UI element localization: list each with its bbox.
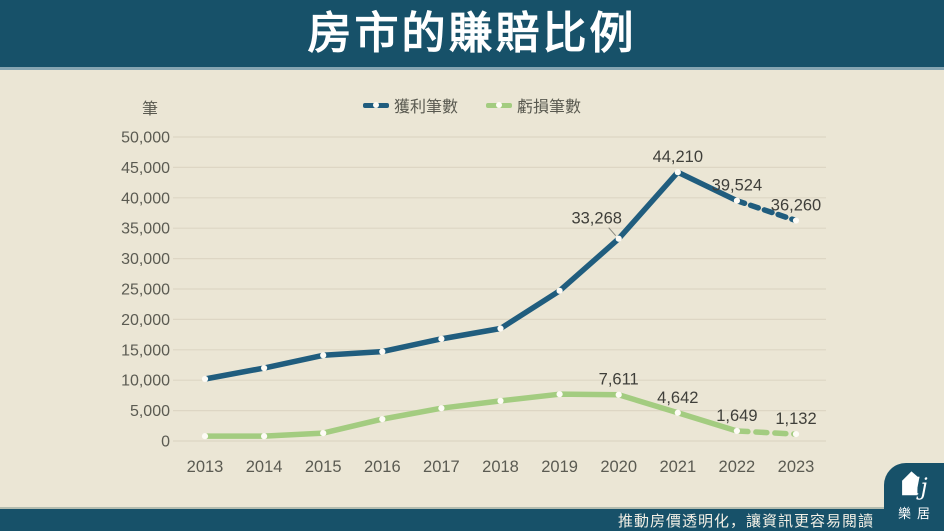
- marker-dot-icon: [496, 102, 502, 108]
- svg-text:45,000: 45,000: [121, 160, 170, 177]
- svg-text:2015: 2015: [305, 458, 342, 476]
- svg-text:10,000: 10,000: [121, 373, 170, 390]
- chart-legend: 獲利筆數 虧損筆數: [0, 93, 944, 117]
- svg-text:2023: 2023: [778, 458, 815, 476]
- svg-text:2017: 2017: [423, 458, 460, 476]
- svg-text:2022: 2022: [719, 458, 756, 476]
- svg-text:2016: 2016: [364, 458, 401, 476]
- svg-text:39,524: 39,524: [712, 177, 762, 195]
- legend-item-loss: 虧損筆數: [486, 93, 581, 117]
- footer-bar: 推動房價透明化，讓資訊更容易閱讀: [0, 507, 944, 531]
- y-axis-unit-label: 筆: [141, 101, 158, 118]
- leju-logo-icon: lj: [902, 471, 928, 500]
- svg-text:4,642: 4,642: [657, 389, 698, 407]
- profit-line-marker-icon: [362, 102, 389, 108]
- svg-text:44,210: 44,210: [653, 148, 703, 166]
- legend-item-profit: 獲利筆數: [362, 93, 458, 117]
- svg-text:lj: lj: [913, 474, 927, 500]
- svg-text:2014: 2014: [246, 458, 283, 476]
- loss-line-marker-icon: [486, 102, 512, 108]
- svg-text:30,000: 30,000: [121, 251, 170, 268]
- header-banner: 房市的賺賠比例: [0, 0, 944, 70]
- svg-text:1,649: 1,649: [716, 407, 757, 425]
- svg-text:40,000: 40,000: [121, 190, 170, 207]
- svg-text:50,000: 50,000: [121, 130, 170, 147]
- svg-text:2021: 2021: [659, 458, 696, 476]
- footer-tagline: 推動房價透明化，讓資訊更容易閱讀: [617, 512, 874, 530]
- legend-label-profit: 獲利筆數: [393, 99, 458, 116]
- svg-text:7,611: 7,611: [599, 371, 639, 389]
- svg-text:2020: 2020: [600, 458, 637, 476]
- svg-text:33,268: 33,268: [571, 210, 621, 228]
- logo-text: 樂居: [897, 506, 936, 521]
- svg-text:15,000: 15,000: [121, 342, 170, 359]
- svg-text:0: 0: [161, 434, 170, 451]
- svg-text:2019: 2019: [541, 458, 578, 476]
- svg-text:2013: 2013: [187, 458, 224, 476]
- svg-text:36,260: 36,260: [771, 197, 821, 215]
- svg-text:25,000: 25,000: [121, 282, 170, 299]
- legend-label-loss: 虧損筆數: [517, 99, 582, 116]
- page-title: 房市的賺賠比例: [307, 8, 637, 58]
- svg-text:35,000: 35,000: [121, 221, 170, 238]
- svg-text:5,000: 5,000: [130, 403, 170, 420]
- svg-text:1,132: 1,132: [775, 410, 816, 428]
- svg-text:2018: 2018: [482, 458, 519, 476]
- svg-text:20,000: 20,000: [121, 312, 170, 329]
- logo-panel: lj 樂居: [884, 463, 944, 531]
- marker-dot-icon: [372, 102, 379, 108]
